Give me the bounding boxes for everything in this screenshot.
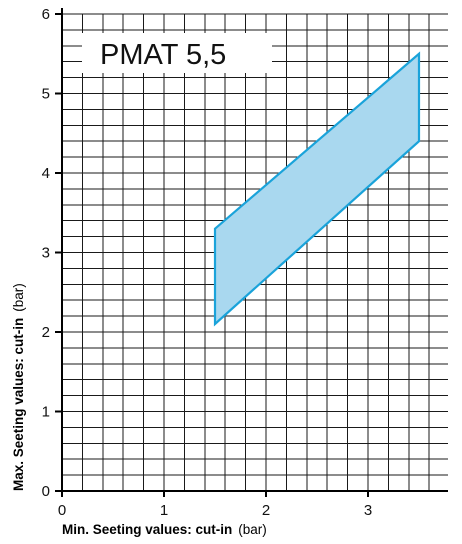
chart-title: PMAT 5,5 [100, 39, 226, 71]
x-tick-label: 0 [58, 502, 66, 519]
setting-range-region [213, 51, 421, 327]
x-tick-label: 3 [364, 502, 372, 519]
x-axis-label-unit: (bar) [238, 522, 267, 537]
title-box [82, 33, 272, 73]
region-layer [213, 51, 421, 327]
y-tick-label: 1 [42, 404, 50, 421]
axes [55, 8, 448, 497]
y-tick-label: 0 [42, 483, 50, 500]
x-tick-label: 1 [160, 502, 168, 519]
x-tick-label: 2 [262, 502, 270, 519]
y-tick-label: 5 [42, 86, 50, 103]
y-axis-label: Max. Seeting values: cut-in (bar) [11, 283, 26, 491]
y-tick-label: 3 [42, 245, 50, 262]
x-axis-label: Min. Seeting values: cut-in (bar) [62, 522, 267, 537]
x-axis-label-text: Min. Seeting values: cut-in [62, 522, 232, 537]
y-axis-label-text: Max. Seeting values: cut-in [11, 318, 26, 491]
tick-labels: 0 1 2 3 4 5 6 0 1 2 3 [42, 6, 373, 519]
y-tick-label: 6 [42, 6, 50, 23]
y-tick-label: 4 [42, 165, 50, 182]
y-tick-label: 2 [42, 324, 50, 341]
y-axis-label-unit: (bar) [11, 283, 26, 312]
